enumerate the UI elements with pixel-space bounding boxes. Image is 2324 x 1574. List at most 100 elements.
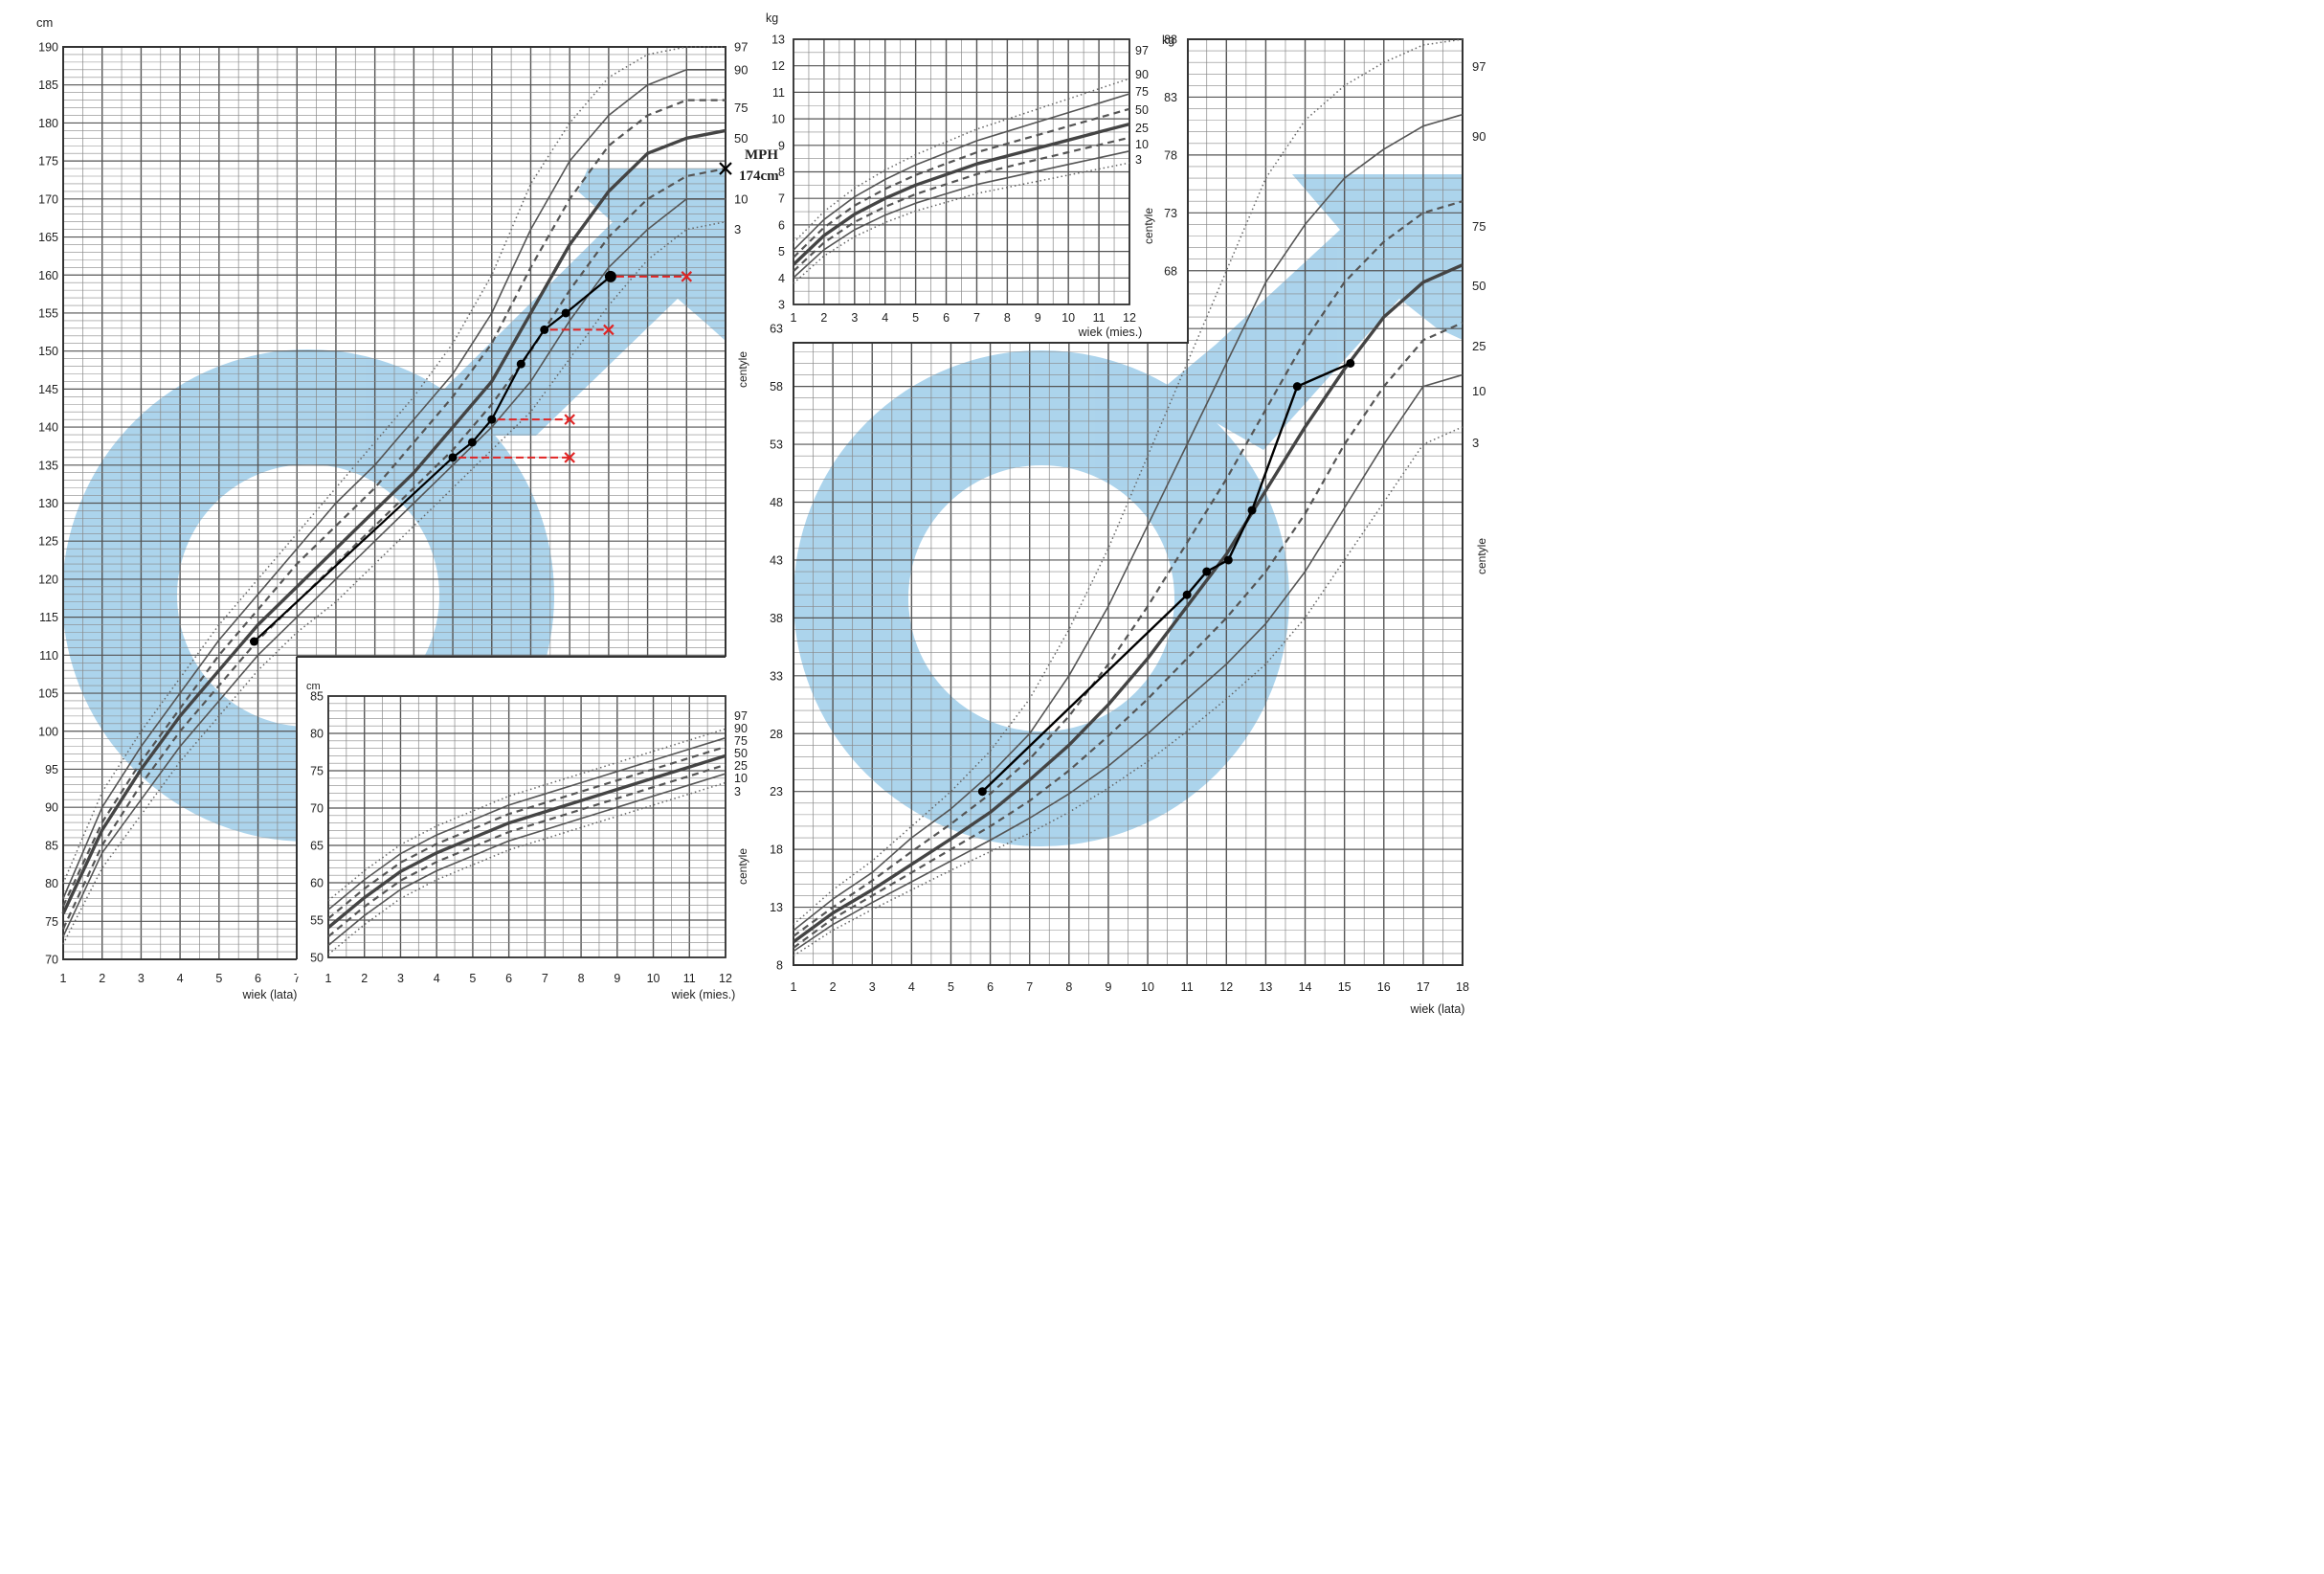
weight-infant-frame [793,38,1130,305]
weight-infant-mid-side-label: centyle [736,351,749,388]
weight-infant-x-tick: 8 [1004,311,1011,325]
weight-x-tick: 18 [1456,980,1469,994]
height-y-tick: 155 [38,306,58,320]
weight-x-tick: 14 [1299,980,1312,994]
weight-infant-centile [793,93,1130,251]
height-infant-centile-label: 10 [734,772,748,785]
weight-infant-x-tick: 1 [791,311,797,325]
weight-centile-label: 25 [1472,339,1486,353]
height-infant-x-tick: 6 [505,972,512,985]
weight-infant-centile-label: 75 [1135,85,1149,99]
height-y-tick: 75 [45,915,58,929]
male-symbol-arrow [1160,174,1463,450]
height-x-tick: 3 [138,972,145,985]
weight-infant-side-label: centyle [1142,208,1155,244]
weight-infant-x-tick: 11 [1093,311,1106,325]
projection-cross [603,324,615,336]
weight-y-tick: 63 [770,323,783,336]
weight-infant-y-tick: 9 [778,139,785,152]
height-y-tick: 165 [38,231,58,244]
projection-cross [564,452,575,463]
centile-curve-90 [62,69,726,899]
weight-infant-y-tick: 8 [778,166,785,179]
male-symbol-ring [793,350,1289,846]
patient-height-point [604,270,616,282]
height-infant-x-label: wiek (mies.) [671,988,736,1001]
weight-side-label: centyle [1475,538,1488,574]
height-infant-centile [327,781,726,956]
weight-y-tick: 23 [770,785,783,798]
height-x-tick: 4 [177,972,184,985]
weight-infant-x-tick: 9 [1035,311,1041,325]
height-y-tick: 180 [38,117,58,130]
weight-infant-y-tick: 7 [778,192,785,206]
height-infant-centile-label: 3 [734,785,741,798]
weight-infant-centile [792,122,1130,266]
height-y-tick: 190 [38,41,58,55]
weight-infant-x-tick: 4 [882,311,888,325]
weight-infant-x-tick: 2 [820,311,827,325]
height-infant-centile [327,763,726,938]
weight-infant-x-tick: 10 [1061,311,1075,325]
male-symbol-arrow [402,169,726,436]
weight-infant-y-tick: 4 [778,272,785,285]
weight-infant-centile [793,136,1130,273]
height-infant-centile [327,745,726,920]
male-symbol-weight [793,174,1463,846]
weight-y-tick: 13 [770,901,783,914]
height-infant-y-tick: 80 [310,728,324,741]
height-y-tick: 105 [38,687,58,701]
weight-infant-centile-label: 97 [1135,44,1149,57]
height-infant-bg [297,657,735,977]
weight-y-tick-upper: 68 [1164,264,1177,278]
height-y-tick: 150 [38,345,58,358]
weight-x-tick: 15 [1338,980,1352,994]
weight-centile-label: 3 [1472,436,1479,450]
weight-x-tick: 13 [1259,980,1272,994]
weight-infant-centile-label: 50 [1135,103,1149,117]
height-x-tick: 5 [215,972,222,985]
projection-cross [564,414,575,425]
weight-y-tick: 53 [770,438,783,452]
height-centile-label: 90 [734,62,748,77]
weight-y-tick: 8 [776,959,783,973]
centile-curve-75 [62,99,726,907]
weight-x-tick: 10 [1141,980,1154,994]
patient-height-point [487,415,497,424]
patient-height-point [540,325,549,334]
height-infant-x-tick: 10 [647,972,660,985]
height-y-tick: 85 [45,839,58,852]
projection-cross [681,271,693,282]
height-x-tick: 7 [294,972,301,985]
weight-x-tick: 17 [1417,980,1430,994]
patient-weight-point [977,787,987,797]
height-infant-centile-label: 75 [734,734,748,748]
weight-x-tick: 11 [1181,980,1194,994]
weight-y-unit: kg [1162,34,1174,47]
weight-x-tick: 16 [1377,980,1391,994]
weight-y-tick: 58 [770,380,783,394]
weight-infant-centile-label: 3 [1135,153,1142,167]
weight-centile-label: 75 [1472,219,1486,234]
weight-centile-curve-75 [793,200,1464,937]
weight-infant-centile-label: 90 [1135,68,1149,81]
patient-weight-point [1346,358,1355,368]
height-x-tick: 6 [255,972,261,985]
weight-infant-centile [793,150,1130,279]
height-infant-x-tick: 1 [325,972,332,985]
weight-infant-centile [793,78,1130,244]
height-y-tick: 145 [38,383,58,396]
weight-infant-unit: kg [766,11,778,25]
height-infant-x-tick: 2 [361,972,368,985]
patient-weight-point [1292,382,1302,392]
patient-height-point [467,438,477,447]
height-infant-centile-label: 25 [734,759,748,773]
weight-centile-curve-97 [793,38,1464,926]
height-y-tick: 115 [39,611,58,624]
height-infant-x-tick: 3 [397,972,404,985]
height-infant-frame [327,695,726,958]
patient-height-point [516,359,525,369]
weight-centile-label: 97 [1472,59,1486,74]
